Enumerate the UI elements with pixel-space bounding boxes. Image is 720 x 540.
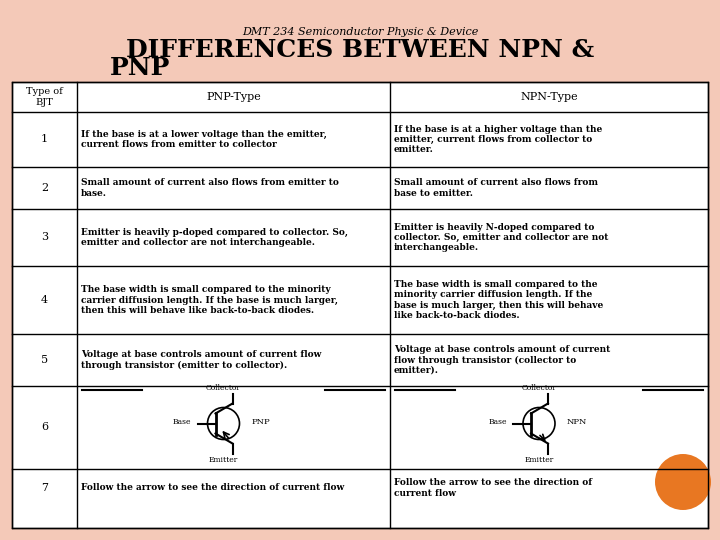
Text: Base: Base bbox=[488, 417, 507, 426]
Text: Follow the arrow to see the direction of
current flow: Follow the arrow to see the direction of… bbox=[394, 478, 592, 498]
Text: Emitter is heavily N-doped compared to
collector. So, emitter and collector are : Emitter is heavily N-doped compared to c… bbox=[394, 222, 608, 252]
Bar bbox=[12, 82, 708, 528]
Text: 3: 3 bbox=[41, 233, 48, 242]
Text: 1: 1 bbox=[41, 134, 48, 145]
Text: PNP-Type: PNP-Type bbox=[206, 92, 261, 102]
Text: The base width is small compared to the
minority carrier diffusion length. If th: The base width is small compared to the … bbox=[394, 280, 603, 320]
Text: Type of
BJT: Type of BJT bbox=[26, 87, 63, 107]
Text: 6: 6 bbox=[41, 422, 48, 433]
Text: Collector: Collector bbox=[206, 383, 241, 392]
Text: 4: 4 bbox=[41, 295, 48, 305]
Text: NPN: NPN bbox=[567, 417, 588, 426]
Text: Small amount of current also flows from
base to emitter.: Small amount of current also flows from … bbox=[394, 178, 598, 198]
Text: PNP: PNP bbox=[251, 417, 270, 426]
Circle shape bbox=[655, 454, 711, 510]
Text: If the base is at a lower voltage than the emitter,
current flows from emitter t: If the base is at a lower voltage than t… bbox=[81, 130, 327, 149]
Text: Voltage at base controls amount of current flow
through transistor (emitter to c: Voltage at base controls amount of curre… bbox=[81, 350, 321, 370]
Text: 5: 5 bbox=[41, 355, 48, 365]
Text: 7: 7 bbox=[41, 483, 48, 493]
Text: The base width is small compared to the minority
carrier diffusion length. If th: The base width is small compared to the … bbox=[81, 285, 338, 315]
Text: DMT 234 Semiconductor Physic & Device: DMT 234 Semiconductor Physic & Device bbox=[242, 27, 478, 37]
Text: DIFFERENCES BETWEEN NPN &: DIFFERENCES BETWEEN NPN & bbox=[126, 38, 594, 62]
Text: Base: Base bbox=[173, 417, 192, 426]
Text: Emitter: Emitter bbox=[209, 456, 238, 463]
Text: PNP: PNP bbox=[110, 56, 170, 80]
Text: 2: 2 bbox=[41, 183, 48, 193]
Text: Voltage at base controls amount of current
flow through transistor (collector to: Voltage at base controls amount of curre… bbox=[394, 345, 611, 375]
Text: Emitter is heavily p-doped compared to collector. So,
emitter and collector are : Emitter is heavily p-doped compared to c… bbox=[81, 228, 348, 247]
Text: NPN-Type: NPN-Type bbox=[520, 92, 578, 102]
Text: If the base is at a higher voltage than the
emitter, current flows from collecto: If the base is at a higher voltage than … bbox=[394, 125, 602, 154]
Text: Follow the arrow to see the direction of current flow: Follow the arrow to see the direction of… bbox=[81, 483, 344, 492]
Text: Small amount of current also flows from emitter to
base.: Small amount of current also flows from … bbox=[81, 178, 339, 198]
Text: Emitter: Emitter bbox=[524, 456, 554, 463]
Text: Collector: Collector bbox=[521, 383, 557, 392]
